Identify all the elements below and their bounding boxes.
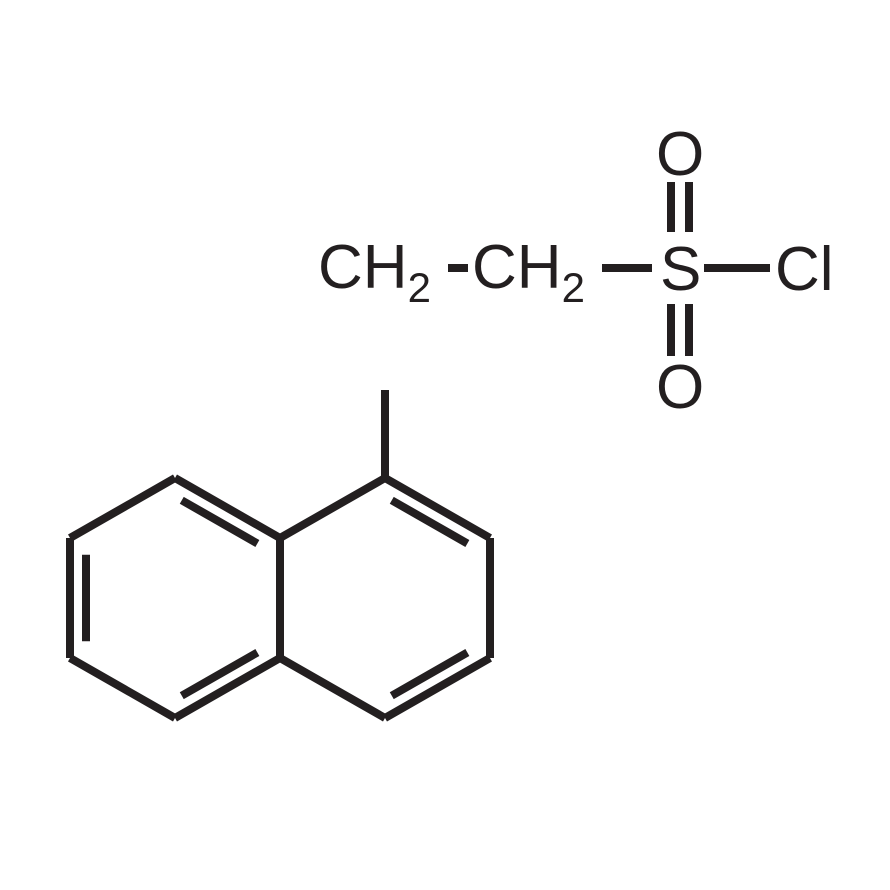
- bond-n6-n1: [70, 658, 175, 718]
- bond-n2-n3: [70, 478, 175, 538]
- atom-label-o_dn: O: [656, 353, 704, 422]
- atom-label-o_up: O: [656, 120, 704, 189]
- atom-label-s: S: [660, 235, 701, 304]
- atom-label-cl: Cl: [775, 235, 834, 304]
- atom-label-ch2_1: CH2: [318, 233, 431, 311]
- atom-label-ch2_2: CH2: [472, 233, 585, 311]
- chemical-structure-diagram: CH2 CH2 S Cl O O: [0, 0, 890, 890]
- bond-n10-n5: [280, 658, 385, 718]
- bond-n4-n7: [280, 478, 385, 538]
